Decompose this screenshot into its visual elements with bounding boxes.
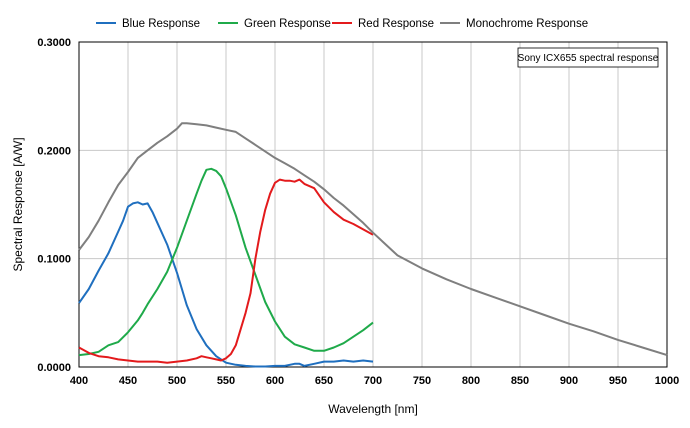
x-tick-label: 700 — [364, 375, 382, 387]
x-tick-label: 900 — [560, 375, 578, 387]
y-tick-label: 0.1000 — [37, 254, 71, 266]
annotation-text: Sony ICX655 spectral response — [518, 53, 659, 64]
x-tick-label: 800 — [462, 375, 480, 387]
legend-label: Green Response — [244, 18, 331, 30]
x-tick-label: 850 — [511, 375, 529, 387]
legend: Blue Response Green Response Red Response M… — [96, 18, 588, 30]
plot-area-frame — [78, 41, 668, 368]
grid-lines — [78, 41, 668, 368]
x-tick-label: 550 — [217, 375, 235, 387]
y-tick-label: 0.2000 — [37, 145, 71, 157]
x-tick-label: 1000 — [655, 375, 679, 387]
y-tick-label: 0.0000 — [37, 362, 71, 374]
series-line-blue-response — [78, 201, 374, 368]
x-tick-label: 500 — [168, 375, 186, 387]
y-axis-label: Spectral Response [A/W] — [11, 137, 25, 271]
y-tick-label: 0.3000 — [37, 37, 71, 49]
x-tick-label: 450 — [119, 375, 137, 387]
legend-label: Red Response — [358, 18, 434, 30]
annotation-box: Sony ICX655 spectral response — [517, 47, 659, 68]
legend-label: Blue Response — [122, 18, 200, 30]
series-line-monochrome-response — [78, 122, 668, 357]
y-tick-labels: 0.0000 0.1000 0.2000 0.3000 — [37, 37, 71, 374]
series-layer — [78, 122, 668, 368]
x-tick-label: 950 — [609, 375, 627, 387]
x-tick-label: 650 — [315, 375, 333, 387]
series-line-red-response — [78, 178, 374, 364]
legend-label: Monochrome Response — [466, 18, 588, 30]
x-tick-labels: 400 450 500 550 600 650 700 750 800 850 900 950 1000 — [70, 375, 679, 387]
x-tick-label: 400 — [70, 375, 88, 387]
x-tick-label: 600 — [266, 375, 284, 387]
x-axis-label: Wavelength [nm] — [328, 402, 418, 416]
x-tick-label: 750 — [413, 375, 431, 387]
series-line-green-response — [78, 167, 374, 357]
